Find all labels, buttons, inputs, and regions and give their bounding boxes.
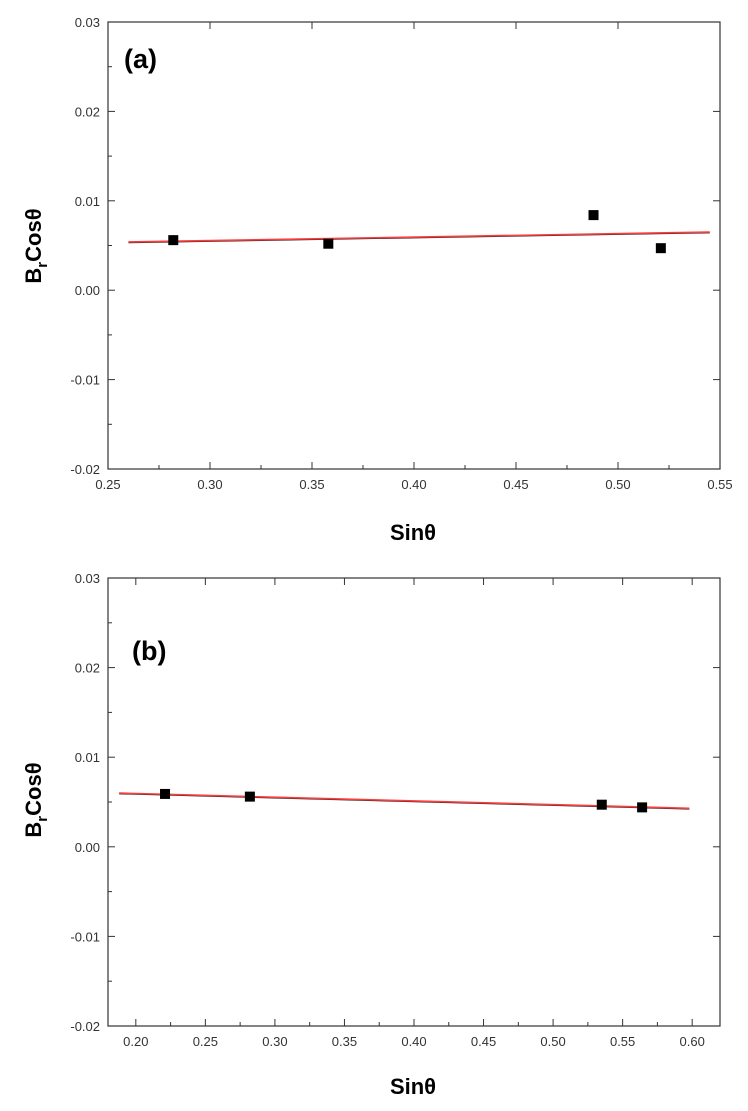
panel-b-x-tick-label: 0.60 <box>680 1034 705 1049</box>
panel-a-x-tick-label: 0.35 <box>299 477 324 492</box>
panel-a-x-tick-label: 0.40 <box>401 477 426 492</box>
panel-b-y-tick-label: 0.02 <box>75 661 100 676</box>
panel-b-points <box>160 788 648 813</box>
panel-b-x-ticks: 0.20 0.25 0.30 0.35 0.40 0.45 0.50 0.55 0.60 <box>123 578 705 1049</box>
panel-b-x-tick-label: 0.30 <box>262 1034 287 1049</box>
panel-a-x-axis-title: Sinθ <box>390 520 436 545</box>
panel-a-fit-line <box>128 231 710 243</box>
panel-a-data-point <box>168 235 179 246</box>
panel-b-data-point <box>160 788 171 799</box>
panel-b-label: (b) <box>132 636 166 666</box>
panel-b-data-point <box>637 802 648 813</box>
panel-a-y-tick-label: -0.01 <box>70 373 100 388</box>
panel-a-y-tick-label: 0.01 <box>75 194 100 209</box>
panel-a-x-ticks: 0.25 0.30 0.35 0.40 0.45 0.50 0.55 <box>95 22 733 492</box>
panel-b-data-point <box>244 791 255 802</box>
panel-a-data-point <box>655 243 666 254</box>
panel-b-fit <box>119 792 690 810</box>
panel-b-y-tick-label: 0.00 <box>75 840 100 855</box>
panel-a-data-point <box>588 210 599 221</box>
panel-a-y-axis-title-sub: r <box>34 262 51 268</box>
panel-b-x-tick-label: 0.55 <box>610 1034 635 1049</box>
panel-b-y-axis-title: BrCosθ <box>21 762 51 837</box>
panel-a-y-axis-title: BrCosθ <box>21 208 51 283</box>
panel-b-x-tick-label: 0.45 <box>471 1034 496 1049</box>
panel-b-x-tick-label: 0.50 <box>540 1034 565 1049</box>
panel-a-data-point <box>323 238 334 249</box>
panel-b-y-tick-label: -0.02 <box>70 1019 100 1034</box>
panel-a-y-tick-label: 0.03 <box>75 15 100 30</box>
panel-b-y-ticks: -0.02 -0.01 0.00 0.01 0.02 0.03 <box>70 571 720 1034</box>
panel-b-y-tick-label: -0.01 <box>70 929 100 944</box>
panel-a-x-tick-label: 0.50 <box>605 477 630 492</box>
panel-a-x-tick-label: 0.45 <box>503 477 528 492</box>
panel-a-y-axis-title-main: B <box>21 268 46 284</box>
panel-a-label: (a) <box>124 44 157 74</box>
panel-b-x-tick-label: 0.25 <box>193 1034 218 1049</box>
panel-a-fit <box>128 231 710 244</box>
panel-b-x-tick-label: 0.20 <box>123 1034 148 1049</box>
panel-a-x-tick-label: 0.55 <box>707 477 732 492</box>
panel-b-x-tick-label: 0.35 <box>332 1034 357 1049</box>
panel-b-y-tick-label: 0.01 <box>75 750 100 765</box>
panel-a-plot-frame <box>107 21 721 470</box>
panel-a-y-ticks: -0.02 -0.01 0.00 0.01 0.02 0.03 <box>70 15 720 477</box>
panel-b-x-tick-label: 0.40 <box>401 1034 426 1049</box>
panel-a-chart: -0.02-0.010.000.010.020.03 0.25 0.30 0.35 0… <box>21 15 733 545</box>
panel-a-points <box>168 210 666 254</box>
panel-a-x-tick-label: 0.30 <box>197 477 222 492</box>
panel-b-fit-line <box>119 792 690 810</box>
panel-b-chart: -0.02-0.010.000.010.020.03 0.20 0.25 0.30 0… <box>21 571 721 1099</box>
panel-b-y-axis-title-main: B <box>21 822 46 838</box>
panel-a-y-tick-label: 0.02 <box>75 104 100 119</box>
panel-b-y-axis-title-sub: r <box>34 816 51 822</box>
panel-b-data-point <box>596 799 607 810</box>
panel-a-y-tick-label: -0.02 <box>70 462 100 477</box>
panel-a-x-tick-label: 0.25 <box>95 477 120 492</box>
panel-a-y-tick-label: 0.00 <box>75 283 100 298</box>
panel-b-y-axis-title-rest: Cosθ <box>21 762 46 815</box>
panel-b-y-tick-label: 0.03 <box>75 571 100 586</box>
panel-b-x-axis-title: Sinθ <box>390 1074 436 1099</box>
panel-a-y-axis-title-rest: Cosθ <box>21 208 46 261</box>
